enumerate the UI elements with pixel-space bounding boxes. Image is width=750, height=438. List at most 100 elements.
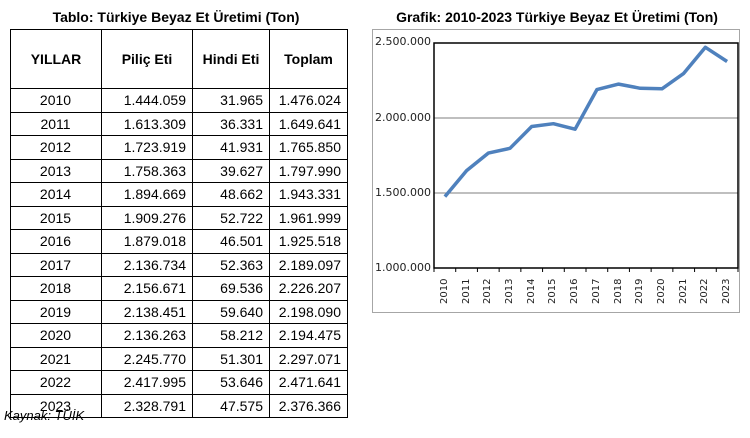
cell-chicken: 1.613.309 [101, 111, 193, 136]
cell-turkey: 41.931 [192, 135, 270, 160]
header-years: YILLAR [10, 29, 102, 89]
cell-year: 2022 [10, 370, 102, 395]
cell-total: 2.189.097 [269, 252, 348, 277]
cell-total: 1.925.518 [269, 229, 348, 254]
y-tick-label: 2.500.000 [375, 35, 431, 48]
cell-year: 2017 [10, 252, 102, 277]
cell-chicken: 2.328.791 [101, 393, 193, 418]
cell-year: 2010 [10, 88, 102, 113]
x-tick-label: 2013 [504, 278, 515, 304]
cell-turkey: 59.640 [192, 299, 270, 324]
cell-turkey: 52.722 [192, 205, 270, 230]
chart-title: Grafik: 2010-2023 Türkiye Beyaz Et Üreti… [396, 9, 718, 25]
cell-turkey: 36.331 [192, 111, 270, 136]
cell-total: 2.226.207 [269, 276, 348, 301]
table-row: 2022 2.417.995 53.646 2.471.641 [10, 370, 348, 395]
cell-chicken: 1.444.059 [101, 88, 193, 113]
cell-chicken: 2.156.671 [101, 276, 193, 301]
header-total: Toplam [269, 29, 348, 89]
header-turkey: Hindi Eti [192, 29, 270, 89]
cell-total: 1.961.999 [269, 205, 348, 230]
cell-chicken: 2.136.263 [101, 323, 193, 348]
cell-year: 2018 [10, 276, 102, 301]
cell-total: 2.471.641 [269, 370, 348, 395]
cell-chicken: 2.138.451 [101, 299, 193, 324]
cell-chicken: 1.909.276 [101, 205, 193, 230]
cell-year: 2023 [10, 393, 102, 418]
line-chart: 2.500.000 2.000.000 1.500.000 1.000.000 … [372, 29, 740, 313]
cell-turkey: 52.363 [192, 252, 270, 277]
cell-year: 2020 [10, 323, 102, 348]
x-tick-label: 2019 [634, 278, 646, 304]
table-row: 2018 2.156.671 69.536 2.226.207 [10, 276, 348, 301]
x-tick-label: 2021 [677, 278, 689, 304]
y-tick-label: 1.000.000 [375, 261, 431, 274]
cell-year: 2019 [10, 299, 102, 324]
cell-year: 2021 [10, 346, 102, 371]
cell-year: 2014 [10, 182, 102, 207]
y-tick-label: 2.000.000 [375, 111, 431, 124]
cell-total: 1.797.990 [269, 158, 348, 183]
cell-total: 1.765.850 [269, 135, 348, 160]
cell-chicken: 1.723.919 [101, 135, 193, 160]
x-tick-label: 2018 [612, 278, 624, 304]
x-tick-label: 2023 [721, 278, 733, 304]
cell-total: 2.194.475 [269, 323, 348, 348]
table-row: 2021 2.245.770 51.301 2.297.071 [10, 346, 348, 371]
cell-turkey: 48.662 [192, 182, 270, 207]
cell-turkey: 53.646 [192, 370, 270, 395]
cell-total: 2.297.071 [269, 346, 348, 371]
cell-chicken: 2.417.995 [101, 370, 193, 395]
cell-turkey: 58.212 [192, 323, 270, 348]
cell-turkey: 51.301 [192, 346, 270, 371]
table-row: 2020 2.136.263 58.212 2.194.475 [10, 323, 348, 348]
cell-turkey: 39.627 [192, 158, 270, 183]
cell-year: 2013 [10, 158, 102, 183]
x-tick-label: 2020 [656, 278, 667, 304]
table-header-row: YILLAR Piliç Eti Hindi Eti Toplam [10, 29, 348, 89]
production-table: YILLAR Piliç Eti Hindi Eti Toplam 2010 1.… [10, 29, 348, 418]
cell-year: 2016 [10, 229, 102, 254]
series-line-toplam [443, 45, 729, 198]
x-tick-label: 2010 [438, 278, 450, 304]
cell-year: 2011 [10, 111, 102, 136]
y-tick-label: 1.500.000 [375, 186, 431, 199]
cell-chicken: 1.879.018 [101, 229, 193, 254]
table-row: 2023 2.328.791 47.575 2.376.366 [10, 393, 348, 418]
cell-year: 2012 [10, 135, 102, 160]
table-row: 2013 1.758.363 39.627 1.797.990 [10, 158, 348, 183]
cell-total: 1.649.641 [269, 111, 348, 136]
table-row: 2010 1.444.059 31.965 1.476.024 [10, 88, 348, 113]
table-row: 2019 2.138.451 59.640 2.198.090 [10, 299, 348, 324]
x-tick-label: 2012 [482, 278, 494, 304]
x-tick-label: 2014 [525, 278, 537, 304]
cell-turkey: 31.965 [192, 88, 270, 113]
x-tick-label: 2017 [590, 278, 602, 304]
cell-total: 1.943.331 [269, 182, 348, 207]
chart-plot [433, 42, 739, 272]
table-row: 2014 1.894.669 48.662 1.943.331 [10, 182, 348, 207]
source-note: Kaynak: TÜİK [4, 408, 85, 423]
cell-turkey: 69.536 [192, 276, 270, 301]
x-tick-label: 2011 [460, 278, 472, 304]
table-row: 2017 2.136.734 52.363 2.189.097 [10, 252, 348, 277]
cell-total: 1.476.024 [269, 88, 348, 113]
cell-turkey: 46.501 [192, 229, 270, 254]
cell-total: 2.198.090 [269, 299, 348, 324]
cell-chicken: 2.136.734 [101, 252, 193, 277]
cell-total: 2.376.366 [269, 393, 348, 418]
cell-turkey: 47.575 [192, 393, 270, 418]
cell-year: 2015 [10, 205, 102, 230]
x-tick-label: 2016 [569, 278, 581, 304]
x-tick-label: 2022 [699, 278, 711, 304]
table-title: Tablo: Türkiye Beyaz Et Üretimi (Ton) [52, 9, 300, 25]
table-row: 2015 1.909.276 52.722 1.961.999 [10, 205, 348, 230]
cell-chicken: 1.894.669 [101, 182, 193, 207]
table-row: 2011 1.613.309 36.331 1.649.641 [10, 111, 348, 136]
table-row: 2016 1.879.018 46.501 1.925.518 [10, 229, 348, 254]
table-row: 2012 1.723.919 41.931 1.765.850 [10, 135, 348, 160]
x-tick-label: 2015 [547, 278, 559, 304]
cell-chicken: 1.758.363 [101, 158, 193, 183]
plot-area [433, 42, 739, 269]
header-chicken: Piliç Eti [101, 29, 193, 89]
